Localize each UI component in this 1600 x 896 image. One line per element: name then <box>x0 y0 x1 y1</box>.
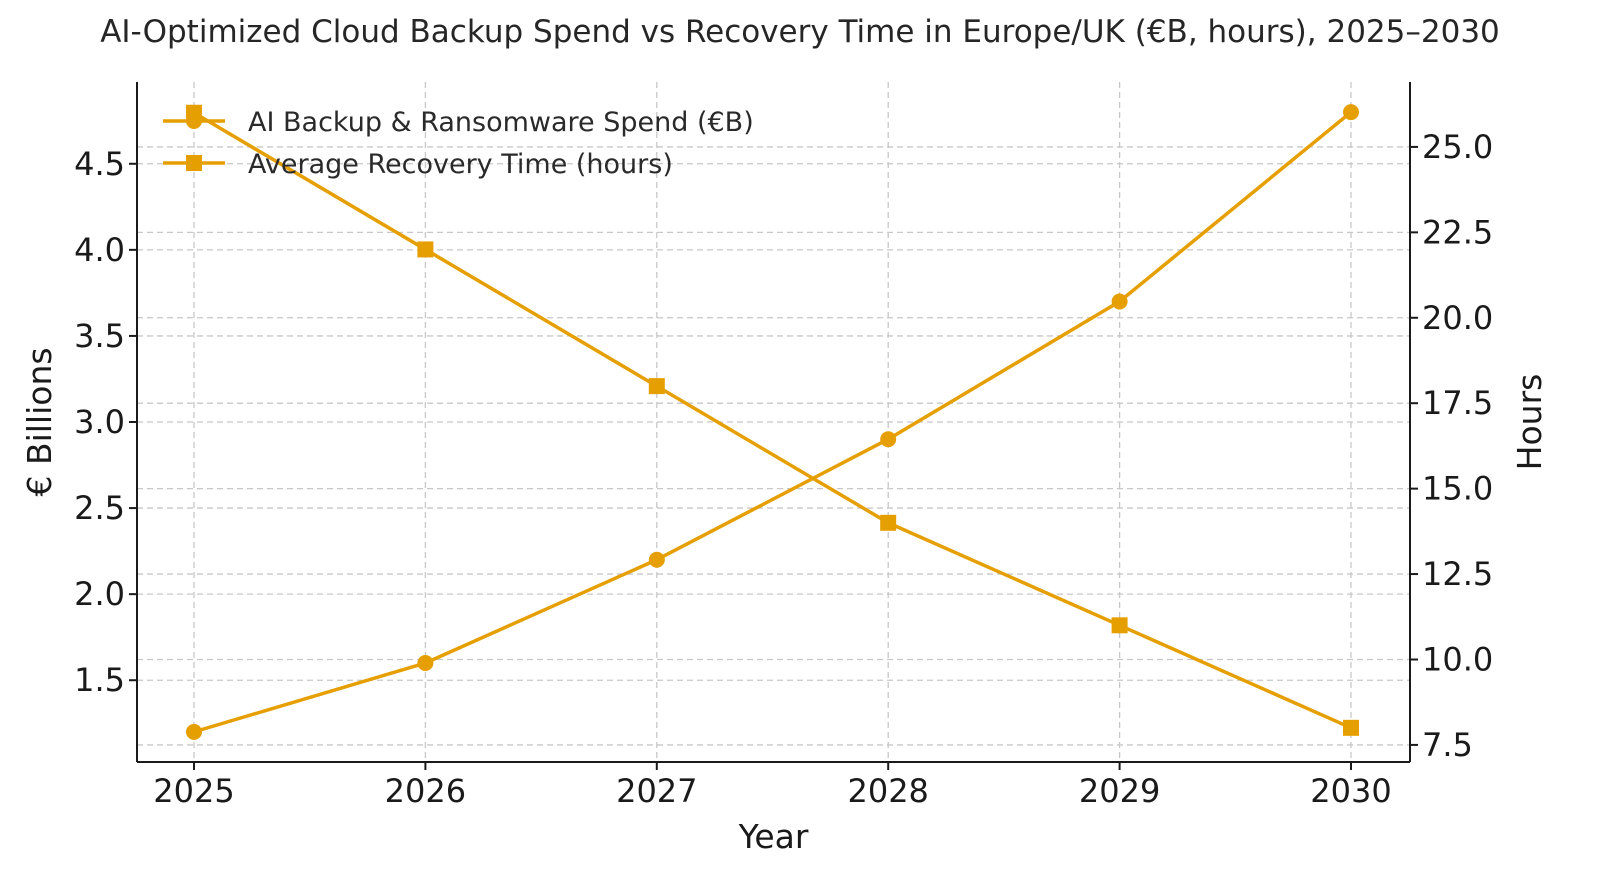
y-left-axis-label: € Billions <box>20 347 59 496</box>
y-left-tick-label: 4.0 <box>74 231 125 269</box>
y-right-tick-label: 20.0 <box>1422 299 1493 337</box>
series-1-point <box>880 431 897 448</box>
series-2-point <box>1343 719 1359 736</box>
series-1-point <box>417 655 434 672</box>
grid-lines <box>137 82 1410 762</box>
x-tick-label: 2027 <box>616 772 697 810</box>
axes: 2025 2026 2027 2028 2029 2030 1.5 2.0 2.5 3.0 3.5 4… <box>20 82 1549 856</box>
legend: AI Backup & Ransomware Spend (€B) Average… <box>163 107 754 180</box>
x-tick-label: 2030 <box>1310 772 1391 810</box>
y-right-axis-label: Hours <box>1510 374 1549 471</box>
y-right-tick-label: 15.0 <box>1422 470 1493 508</box>
series-1-point <box>186 723 202 740</box>
y-left-tick-label: 2.0 <box>74 575 125 613</box>
legend-marker-square <box>186 155 202 171</box>
series-1-point <box>648 551 665 568</box>
series-line-2 <box>193 111 1352 730</box>
y-right-tick-label: 22.5 <box>1422 213 1493 251</box>
x-tick-label: 2025 <box>153 772 234 810</box>
y-right-tick-label: 7.5 <box>1422 726 1473 764</box>
legend-marker-circle <box>186 113 202 129</box>
y-right-tick-label: 10.0 <box>1422 640 1493 678</box>
x-tick-label: 2028 <box>847 772 928 810</box>
series-lines <box>186 104 1359 740</box>
x-axis-label: Year <box>738 817 809 856</box>
y-left-tick-label: 3.0 <box>74 403 125 441</box>
legend-entry-label: Average Recovery Time (hours) <box>248 149 673 180</box>
y-right-tick-label: 12.5 <box>1422 555 1493 593</box>
series-2-point <box>417 241 434 258</box>
series-2-point <box>880 514 897 531</box>
chart-title: AI-Optimized Cloud Backup Spend vs Recov… <box>100 14 1500 50</box>
x-tick-label: 2029 <box>1079 772 1160 810</box>
series-line-1 <box>193 110 1353 734</box>
x-tick-label: 2026 <box>385 772 466 810</box>
series-2-point <box>1111 617 1128 634</box>
series-1-point <box>1343 104 1359 121</box>
series-2-point <box>648 378 665 395</box>
y-left-tick-label: 2.5 <box>74 489 125 527</box>
y-left-tick-label: 1.5 <box>74 661 125 699</box>
y-right-tick-label: 25.0 <box>1422 128 1493 166</box>
y-left-tick-label: 4.5 <box>74 145 125 183</box>
legend-entry-label: AI Backup & Ransomware Spend (€B) <box>248 107 754 138</box>
y-left-tick-label: 3.5 <box>74 317 125 355</box>
series-1-point <box>1111 293 1128 310</box>
y-right-tick-label: 17.5 <box>1422 384 1493 422</box>
